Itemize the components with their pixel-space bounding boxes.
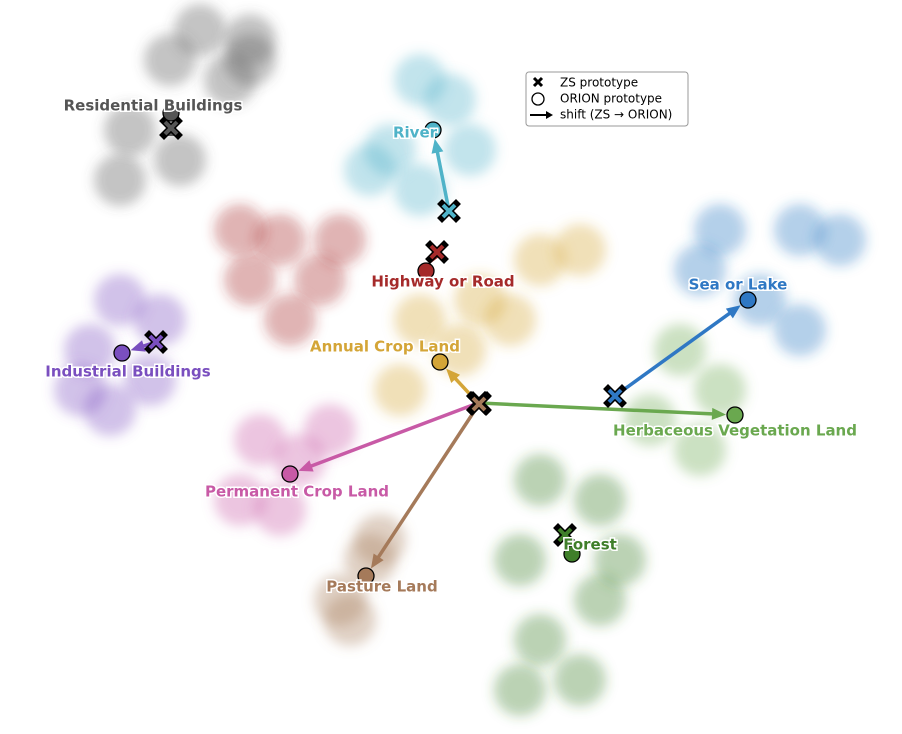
class-label: Residential Buildings: [64, 97, 243, 115]
legend: ZS prototype ORION prototype shift (ZS →…: [525, 71, 689, 127]
shift-arrow: [372, 403, 481, 565]
cloud-point: [484, 294, 536, 346]
cloud-point: [494, 664, 546, 716]
cloud-point: [694, 204, 746, 256]
cloud-point: [94, 274, 146, 326]
legend-shift: shift (ZS → ORION): [560, 108, 672, 122]
shift-arrow-head: [130, 340, 146, 352]
shift-arrow-head: [298, 460, 314, 472]
cloud-point: [224, 254, 276, 306]
zs-prototype-fill: [441, 203, 457, 219]
zs-prototype-fill: [471, 396, 487, 412]
shift-arrow-head: [431, 138, 444, 154]
cloud-point: [144, 34, 196, 86]
class-label: Forest: [563, 536, 617, 554]
shift-arrow: [479, 401, 721, 417]
orion-prototype: [357, 567, 375, 585]
legend-box: [525, 71, 689, 127]
cloud-point: [214, 204, 266, 256]
class-label: Highway or Road: [371, 273, 514, 291]
legend-orion: ORION prototype: [560, 92, 662, 106]
cloud-point: [574, 574, 626, 626]
orion-prototype: [113, 344, 131, 362]
orion-prototype: [417, 262, 435, 280]
class-label: Sea or Lake: [689, 276, 788, 294]
class-label: Industrial Buildings: [45, 363, 210, 381]
cloud-point: [314, 574, 366, 626]
class-label: Pasture Land: [326, 578, 437, 596]
shift-arrow: [613, 307, 737, 398]
cloud-point: [514, 454, 566, 506]
cloud-point: [254, 484, 306, 536]
legend-shift-head: [546, 111, 553, 119]
legend-orion-icon: [531, 92, 545, 106]
cloud-point: [54, 364, 106, 416]
orion-prototype: [424, 121, 442, 139]
cloud-point: [104, 104, 156, 156]
cloud-point: [424, 74, 476, 126]
cloud-point: [494, 534, 546, 586]
cloud-point: [514, 614, 566, 666]
cloud-point: [254, 214, 306, 266]
cloud-point: [444, 124, 496, 176]
shift-arrow: [434, 144, 451, 212]
cloud-point: [264, 294, 316, 346]
shift-arrow: [303, 401, 479, 471]
zs-prototype-fill: [163, 120, 179, 136]
cloud-point: [304, 404, 356, 456]
cloud-point: [554, 224, 606, 276]
shift-arrow-head: [370, 553, 384, 569]
cloud-point: [674, 244, 726, 296]
class-label: Permanent Crop Land: [205, 483, 389, 501]
cloud-point: [774, 204, 826, 256]
cloud-point: [344, 144, 396, 196]
orion-prototype: [431, 353, 449, 371]
cloud-point: [64, 324, 116, 376]
cloud-point: [674, 424, 726, 476]
cloud-point: [574, 474, 626, 526]
cloud-point: [94, 154, 146, 206]
orion-prototype: [281, 465, 299, 483]
cloud-point: [214, 474, 266, 526]
cloud-point: [234, 414, 286, 466]
class-label: Herbaceous Vegetation Land: [613, 422, 857, 440]
cloud-point: [314, 214, 366, 266]
legend-zs-icon: [532, 76, 544, 88]
legend-zs: ZS prototype: [560, 76, 638, 90]
orion-prototype: [563, 545, 581, 563]
cloud-point: [394, 294, 446, 346]
cloud-point: [774, 304, 826, 356]
shift-arrow-head: [711, 407, 727, 420]
cloud-point: [554, 654, 606, 706]
orion-prototype: [739, 291, 757, 309]
cloud-point: [624, 394, 676, 446]
cloud-point: [694, 364, 746, 416]
zs-prototype-fill: [557, 527, 573, 543]
orion-prototype: [162, 104, 180, 122]
zs-prototype-fill: [607, 388, 623, 404]
cloud-point: [594, 534, 646, 586]
cloud-point: [374, 364, 426, 416]
cloud-point: [394, 164, 446, 216]
shift-arrow-head: [725, 305, 741, 319]
cloud-point: [124, 354, 176, 406]
cloud-point: [514, 234, 566, 286]
cloud-point: [734, 274, 786, 326]
cloud-point: [814, 214, 866, 266]
cloud-point: [154, 134, 206, 186]
class-label: Annual Crop Land: [310, 338, 460, 356]
cloud-point: [224, 34, 276, 86]
cloud-point: [294, 254, 346, 306]
orion-prototype: [726, 406, 744, 424]
zs-prototype-fill: [148, 334, 164, 350]
class-label: River: [393, 124, 438, 142]
zs-prototype-fill: [429, 244, 445, 260]
shift-arrow-head: [446, 368, 461, 383]
